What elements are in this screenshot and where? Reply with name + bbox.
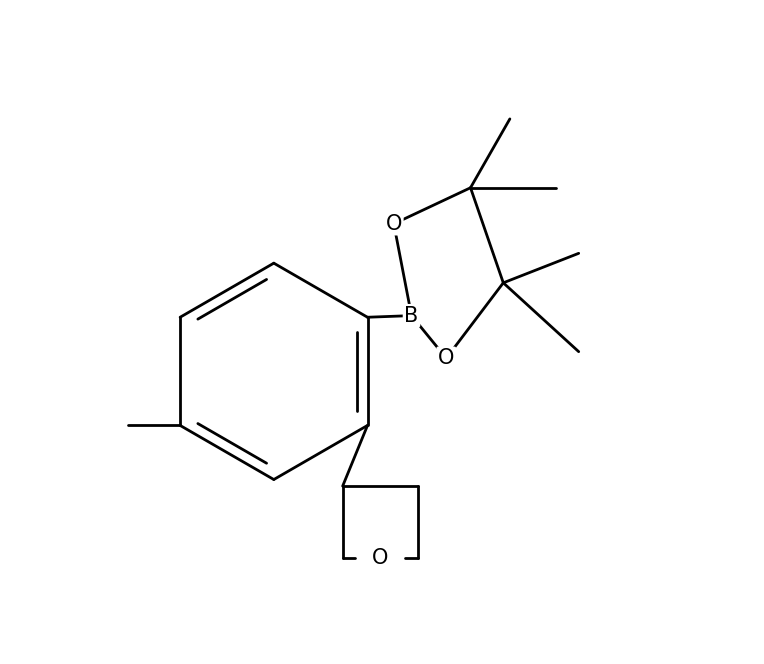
Text: B: B (404, 305, 419, 325)
Text: O: O (372, 548, 389, 568)
Text: O: O (386, 214, 402, 234)
Text: O: O (438, 348, 455, 369)
